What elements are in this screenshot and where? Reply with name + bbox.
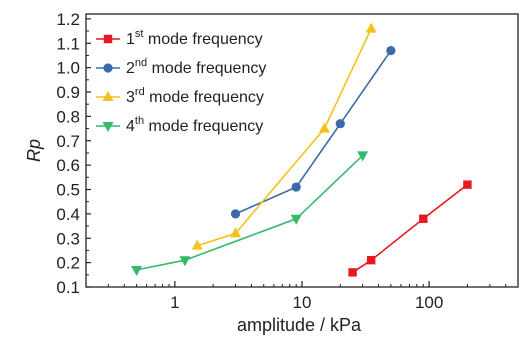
legend-label-number: 2	[126, 60, 135, 77]
legend-item-4: 4th mode frequency	[96, 115, 263, 135]
series-4	[131, 151, 369, 276]
legend-marker	[102, 91, 114, 101]
legend-label: 3rd mode frequency	[126, 86, 264, 106]
y-tick-label: 0.9	[56, 83, 80, 102]
x-axis-label: amplitude / kPa	[237, 315, 362, 335]
series-4-point	[290, 214, 302, 225]
series-2	[230, 45, 396, 219]
y-tick-label: 0.2	[56, 254, 80, 273]
legend-label-text: mode frequency	[147, 60, 266, 77]
series-3-point	[318, 122, 330, 133]
series-3	[191, 22, 377, 250]
legend-label-text: mode frequency	[144, 118, 263, 135]
legend-label-text: mode frequency	[145, 89, 264, 106]
y-tick-label: 0.3	[56, 229, 80, 248]
series-1-point	[463, 180, 472, 189]
y-tick-label: 0.5	[56, 181, 80, 200]
series-1-point	[366, 255, 376, 265]
legend-label-superscript: st	[135, 28, 144, 40]
legend-label-text: mode frequency	[143, 31, 262, 48]
legend-label-superscript: nd	[135, 57, 147, 69]
series-4-point	[179, 256, 191, 267]
series-4-point	[131, 265, 143, 276]
plot-border	[85, 13, 519, 288]
axis-ticks: 0.1 0.2 0.3 0.4 0.5 0.6 0.7 0.8 0.9 1.0 1.1 1.2 1 10 1…	[56, 10, 507, 312]
series-2-point	[230, 209, 241, 219]
series-2-point	[291, 182, 301, 192]
y-tick-label: 1.1	[56, 34, 80, 53]
y-tick-label: 1.0	[56, 59, 80, 78]
legend-marker	[103, 34, 113, 44]
legend-label-number: 4	[126, 118, 135, 135]
legend-label-superscript: rd	[135, 86, 145, 98]
series-1-point	[348, 268, 357, 277]
legend-item-2: 2nd mode frequency	[96, 57, 266, 77]
legend-marker	[103, 63, 113, 73]
legend-label-number: 3	[126, 89, 135, 106]
legend-label-superscript: th	[135, 115, 144, 127]
series-layer	[131, 22, 472, 277]
y-tick-label: 0.1	[56, 278, 80, 297]
series-1	[348, 180, 472, 277]
series-4-line	[136, 154, 364, 271]
y-tick-label: 0.6	[56, 156, 80, 175]
series-2-point	[386, 45, 396, 56]
series-3-point	[365, 22, 377, 33]
series-3-point	[191, 239, 203, 250]
series-3-line	[197, 28, 372, 247]
legend-label-number: 1	[126, 31, 135, 48]
series-1-point	[419, 214, 428, 223]
series-2-point	[335, 119, 345, 129]
series-2-line	[235, 50, 392, 215]
y-axis-label: Rp	[24, 139, 44, 162]
y-tick-label: 0.4	[56, 205, 80, 224]
y-tick-label: 1.2	[56, 10, 80, 29]
y-tick-label: 0.7	[56, 132, 80, 151]
plot-frame	[85, 13, 519, 288]
legend-item-3: 3rd mode frequency	[96, 86, 264, 106]
legend-label: 4th mode frequency	[126, 115, 263, 135]
x-tick-label: 100	[415, 293, 443, 312]
legend-item-1: 1st mode frequency	[96, 28, 263, 48]
y-tick-label: 0.8	[56, 107, 80, 126]
series-1-line	[352, 183, 468, 274]
x-tick-label: 1	[170, 293, 179, 312]
series-3-point	[230, 227, 242, 238]
legend-marker	[102, 122, 114, 132]
series-4-point	[357, 151, 369, 162]
x-tick-label: 10	[293, 293, 312, 312]
legend-label: 1st mode frequency	[126, 28, 263, 48]
legend-label: 2nd mode frequency	[126, 57, 266, 77]
